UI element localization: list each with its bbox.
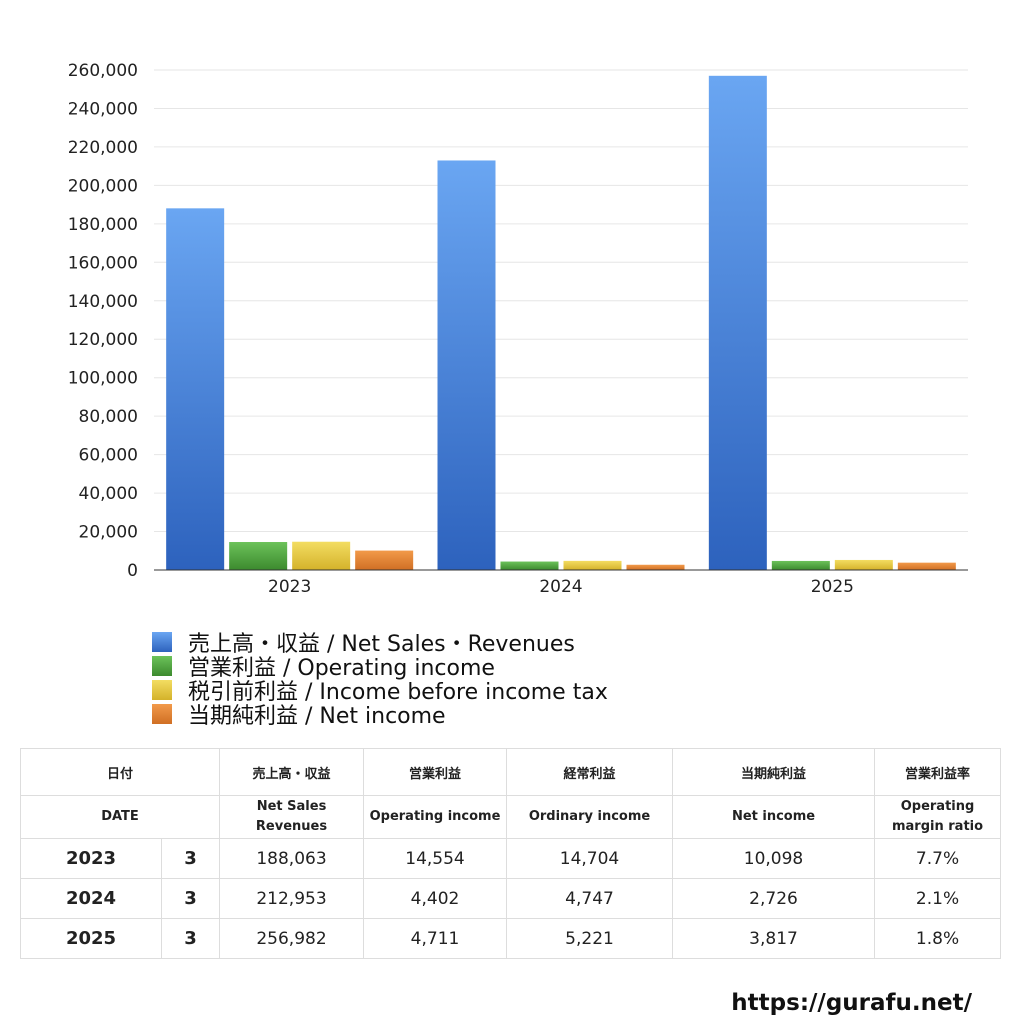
legend-swatch-net-sales	[152, 632, 172, 652]
x-tick-label: 2023	[268, 577, 311, 597]
header-ordinary-jp: 経常利益	[506, 748, 674, 796]
x-axis-ticks: 2023 2024 2025	[268, 577, 854, 597]
header-margin-jp: 営業利益率	[874, 748, 1002, 796]
cell-sales: 256,982	[219, 918, 365, 959]
legend-item-operating-income: 営業利益 / Operating income	[152, 654, 608, 681]
y-tick-label: 160,000	[68, 253, 138, 273]
cell-operating: 4,402	[363, 878, 508, 919]
bar-2024-series-3	[626, 564, 685, 570]
legend-label: 当期純利益 / Net income	[188, 704, 446, 729]
legend-item-income-before-tax: 税引前利益 / Income before income tax	[152, 678, 608, 705]
header-ordinary-en: Ordinary income	[506, 795, 674, 839]
y-tick-label: 140,000	[68, 292, 138, 312]
y-tick-label: 240,000	[68, 99, 138, 119]
grid-lines	[154, 69, 968, 533]
y-tick-label: 80,000	[79, 407, 138, 427]
header-margin-en-line2: margin ratio	[891, 819, 984, 834]
legend-swatch-operating-income	[152, 656, 172, 676]
y-tick-label: 100,000	[68, 369, 138, 389]
cell-net: 3,817	[672, 918, 876, 959]
table-row: 2024 3 212,953 4,402 4,747 2,726 2.1%	[20, 878, 1002, 919]
cell-margin: 1.8%	[874, 918, 1002, 959]
x-tick-label: 2025	[811, 577, 854, 597]
header-date-en: DATE	[19, 795, 221, 839]
y-tick-label: 200,000	[68, 176, 138, 196]
cell-year: 2023	[20, 838, 162, 879]
bar-2023-series-2	[292, 541, 351, 570]
cell-operating: 14,554	[363, 838, 508, 879]
header-operating-jp: 営業利益	[363, 748, 508, 796]
header-margin-en: Operating margin ratio	[874, 795, 1002, 839]
cell-net: 2,726	[672, 878, 876, 919]
y-tick-label: 0	[127, 561, 138, 581]
cell-ordinary: 5,221	[506, 918, 674, 959]
table-header-jp: 日付 売上高・収益 営業利益 経常利益 当期純利益 営業利益率	[19, 748, 1002, 796]
header-sales-en-line2: Revenues	[255, 819, 328, 834]
legend-swatch-income-before-tax	[152, 680, 172, 700]
y-tick-label: 220,000	[68, 138, 138, 158]
bar-2025-series-0	[708, 75, 767, 571]
bar-2024-series-2	[563, 560, 622, 570]
legend-item-net-income: 当期純利益 / Net income	[152, 702, 608, 729]
bars	[166, 75, 956, 571]
cell-operating: 4,711	[363, 918, 508, 959]
header-sales-jp: 売上高・収益	[219, 748, 365, 796]
bar-2024-series-1	[500, 561, 559, 570]
legend-item-net-sales: 売上高・収益 / Net Sales・Revenues	[152, 630, 608, 657]
x-tick-label: 2024	[539, 577, 582, 597]
header-margin-en-line1: Operating	[900, 799, 975, 814]
legend-label: 営業利益 / Operating income	[188, 656, 495, 681]
cell-margin: 7.7%	[874, 838, 1002, 879]
table-header-en: DATE Net Sales Revenues Operating income …	[19, 795, 1002, 839]
site-url[interactable]: https://gurafu.net/	[731, 990, 972, 1016]
financial-table: 日付 売上高・収益 営業利益 経常利益 当期純利益 営業利益率 DATE Net…	[19, 748, 1002, 959]
y-tick-label: 260,000	[68, 61, 138, 81]
header-sales-en: Net Sales Revenues	[219, 795, 365, 839]
y-tick-label: 40,000	[79, 484, 138, 504]
header-net-en: Net income	[672, 795, 876, 839]
header-sales-en-line1: Net Sales	[256, 799, 327, 814]
bar-2023-series-1	[229, 542, 288, 570]
legend-label: 税引前利益 / Income before income tax	[188, 680, 608, 705]
legend: 売上高・収益 / Net Sales・Revenues 営業利益 / Opera…	[152, 630, 608, 729]
cell-sales: 188,063	[219, 838, 365, 879]
bar-chart: 0 20,000 40,000 60,000 80,000 100,000 120,000 1…	[68, 61, 968, 597]
bar-2025-series-1	[771, 560, 830, 570]
cell-month: 3	[160, 878, 221, 919]
legend-swatch-net-income	[152, 704, 172, 724]
bar-2023-series-0	[166, 208, 225, 570]
bar-2024-series-0	[437, 160, 496, 570]
legend-label: 売上高・収益 / Net Sales・Revenues	[188, 632, 575, 657]
bar-2025-series-3	[897, 562, 956, 570]
cell-year: 2024	[20, 878, 162, 919]
cell-net: 10,098	[672, 838, 876, 879]
bar-2025-series-2	[834, 559, 893, 570]
cell-ordinary: 14,704	[506, 838, 674, 879]
y-tick-label: 60,000	[79, 446, 138, 466]
cell-month: 3	[160, 918, 221, 959]
header-date-jp: 日付	[19, 748, 221, 796]
cell-month: 3	[160, 838, 221, 879]
table-row: 2023 3 188,063 14,554 14,704 10,098 7.7%	[20, 838, 1002, 879]
bar-2023-series-3	[355, 550, 414, 570]
cell-year: 2025	[20, 918, 162, 959]
cell-margin: 2.1%	[874, 878, 1002, 919]
y-tick-label: 20,000	[79, 523, 138, 543]
cell-ordinary: 4,747	[506, 878, 674, 919]
y-tick-label: 120,000	[68, 330, 138, 350]
y-axis-ticks: 0 20,000 40,000 60,000 80,000 100,000 120,000 1…	[68, 61, 138, 581]
header-operating-en: Operating income	[363, 795, 508, 839]
header-net-jp: 当期純利益	[672, 748, 876, 796]
y-tick-label: 180,000	[68, 215, 138, 235]
cell-sales: 212,953	[219, 878, 365, 919]
table-row: 2025 3 256,982 4,711 5,221 3,817 1.8%	[20, 918, 1002, 959]
